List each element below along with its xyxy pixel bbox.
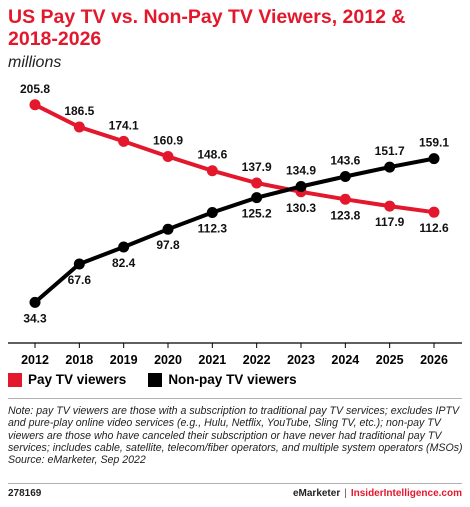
point-non-pay-tv-2023 <box>295 180 307 192</box>
x-tick-label-2021: 2021 <box>198 353 226 367</box>
point-pay-tv-2024 <box>339 193 351 205</box>
data-label-non-pay-tv-2026: 159.1 <box>419 136 449 150</box>
point-pay-tv-2022 <box>251 177 263 189</box>
x-tick-label-2018: 2018 <box>65 353 93 367</box>
data-label-non-pay-tv-2024: 143.6 <box>330 153 360 167</box>
data-label-non-pay-tv-2012: 34.3 <box>23 311 47 325</box>
data-label-pay-tv-2020: 160.9 <box>153 134 183 148</box>
footer-brand: eMarketer | InsiderIntelligence.com <box>293 488 462 499</box>
data-label-non-pay-tv-2025: 151.7 <box>375 144 405 158</box>
point-pay-tv-2021 <box>206 165 218 177</box>
data-label-pay-tv-2026: 112.6 <box>419 221 449 235</box>
point-non-pay-tv-2019 <box>118 241 130 253</box>
brand-insiderintelligence: InsiderIntelligence.com <box>350 488 462 499</box>
x-tick-label-2026: 2026 <box>420 353 448 367</box>
x-tick-label-2025: 2025 <box>376 353 404 367</box>
data-label-pay-tv-2023: 130.3 <box>286 201 316 215</box>
x-tick-label-2019: 2019 <box>110 353 138 367</box>
x-tick-label-2023: 2023 <box>287 353 315 367</box>
point-pay-tv-2020 <box>162 151 174 163</box>
data-label-non-pay-tv-2021: 112.3 <box>198 222 228 236</box>
data-label-pay-tv-2024: 123.8 <box>330 208 360 222</box>
point-pay-tv-2019 <box>118 135 130 147</box>
point-non-pay-tv-2020 <box>162 223 174 235</box>
legend-item-non-pay-tv: Non-pay TV viewers <box>148 372 297 387</box>
chart-id: 278169 <box>8 488 42 499</box>
legend-item-pay-tv: Pay TV viewers <box>8 372 126 387</box>
point-non-pay-tv-2021 <box>206 207 218 219</box>
data-label-pay-tv-2018: 186.5 <box>64 104 94 118</box>
point-pay-tv-2012 <box>29 99 41 111</box>
data-label-non-pay-tv-2019: 82.4 <box>112 256 136 270</box>
data-label-non-pay-tv-2018: 67.6 <box>68 273 92 287</box>
series-line-non-pay-tv <box>33 156 435 304</box>
brand-emarketer: eMarketer <box>292 488 341 499</box>
data-label-pay-tv-2019: 174.1 <box>109 118 139 132</box>
data-label-pay-tv-2022: 137.9 <box>242 160 272 174</box>
source-text: Source: eMarketer, Sep 2022 <box>8 454 146 467</box>
footnote: Note: pay TV viewers are those with a su… <box>8 405 464 466</box>
legend-label-non-pay-tv: Non-pay TV viewers <box>168 372 297 387</box>
data-label-pay-tv-2012: 205.8 <box>20 82 50 96</box>
divider-bottom <box>8 483 462 484</box>
series-line-pay-tv <box>34 103 435 215</box>
point-pay-tv-2018 <box>73 121 85 133</box>
x-tick-label-2020: 2020 <box>154 353 182 367</box>
legend-swatch-non-pay-tv <box>148 372 163 387</box>
data-label-non-pay-tv-2023: 134.9 <box>286 163 316 177</box>
point-non-pay-tv-2022 <box>251 192 263 204</box>
point-non-pay-tv-2024 <box>339 170 351 182</box>
legend: Pay TV viewers Non-pay TV viewers <box>8 372 319 387</box>
point-non-pay-tv-2012 <box>29 296 41 308</box>
point-non-pay-tv-2026 <box>428 153 440 165</box>
point-non-pay-tv-2025 <box>384 161 396 173</box>
legend-swatch-pay-tv <box>8 372 22 387</box>
chart-subtitle: millions <box>8 54 62 71</box>
chart-title: US Pay TV vs. Non-Pay TV Viewers, 2012 &… <box>8 6 406 50</box>
data-label-non-pay-tv-2020: 97.8 <box>156 238 180 252</box>
brand-separator: | <box>344 488 347 499</box>
legend-label-pay-tv: Pay TV viewers <box>28 372 127 387</box>
data-label-non-pay-tv-2022: 125.2 <box>242 207 272 221</box>
data-label-pay-tv-2025: 117.9 <box>375 215 405 229</box>
data-label-pay-tv-2021: 148.6 <box>197 148 227 162</box>
line-chart: 2012 2018 2019 2020 2021 2022 2023 2024 2025 2026… <box>8 82 462 367</box>
x-tick-label-2022: 2022 <box>243 353 271 367</box>
point-pay-tv-2026 <box>428 206 440 218</box>
x-tick-label-2024: 2024 <box>331 353 359 367</box>
divider-top <box>8 398 462 399</box>
x-tick-label-2012: 2012 <box>21 353 49 367</box>
point-non-pay-tv-2018 <box>73 258 85 270</box>
point-pay-tv-2025 <box>384 200 396 212</box>
note-text: Note: pay TV viewers are those with a su… <box>8 405 463 454</box>
